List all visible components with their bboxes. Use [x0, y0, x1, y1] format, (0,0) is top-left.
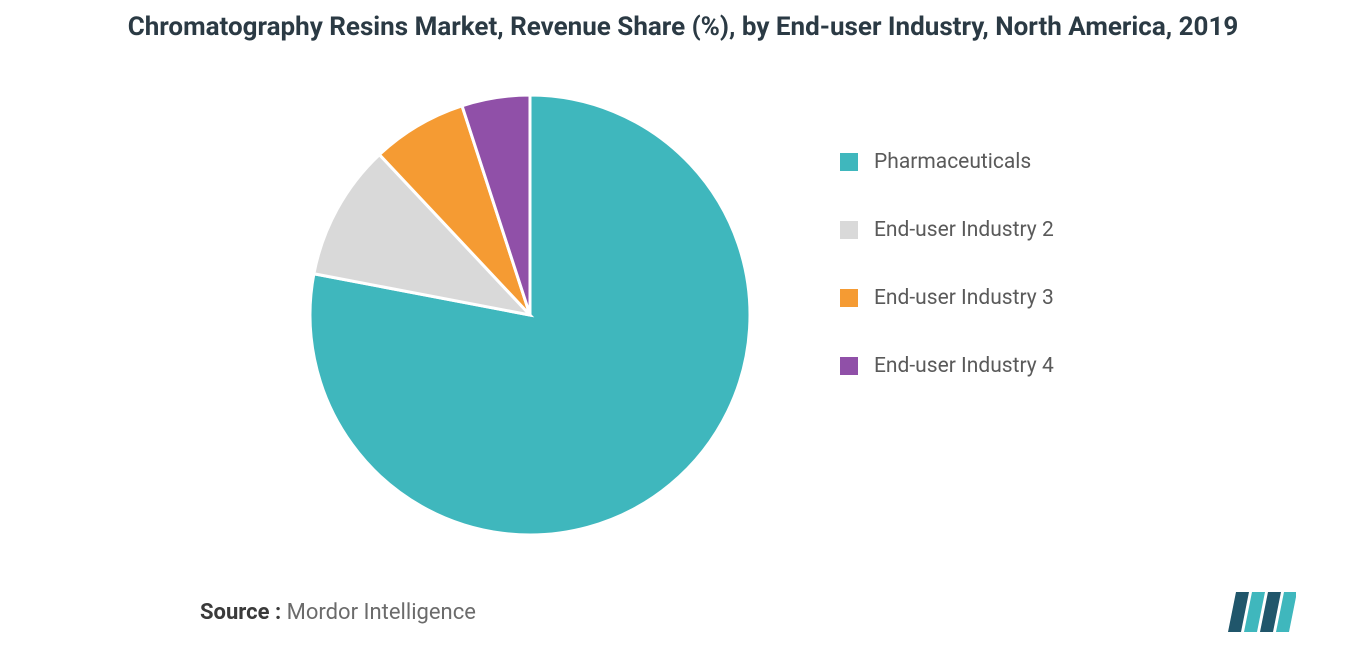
legend-label-0: Pharmaceuticals	[874, 150, 1031, 174]
pie-chart	[310, 95, 750, 535]
legend-item-3: End-user Industry 4	[840, 354, 1200, 378]
brand-logo	[1226, 587, 1296, 637]
legend-label-3: End-user Industry 4	[874, 354, 1054, 378]
pie-svg	[310, 95, 750, 535]
legend: Pharmaceuticals End-user Industry 2 End-us…	[840, 150, 1200, 422]
chart-card: Chromatography Resins Market, Revenue Sh…	[20, 0, 1346, 655]
legend-item-0: Pharmaceuticals	[840, 150, 1200, 174]
legend-swatch-2	[840, 289, 858, 307]
source-label: Source :	[200, 600, 281, 625]
legend-swatch-3	[840, 357, 858, 375]
source-text: Mordor Intelligence	[287, 600, 476, 625]
legend-item-2: End-user Industry 3	[840, 286, 1200, 310]
brand-logo-svg	[1226, 587, 1296, 637]
chart-body: Pharmaceuticals End-user Industry 2 End-us…	[20, 95, 1346, 575]
legend-label-1: End-user Industry 2	[874, 218, 1054, 242]
legend-swatch-0	[840, 153, 858, 171]
legend-label-2: End-user Industry 3	[874, 286, 1054, 310]
legend-item-1: End-user Industry 2	[840, 218, 1200, 242]
source-line: Source : Mordor Intelligence	[200, 600, 476, 625]
legend-swatch-1	[840, 221, 858, 239]
chart-title: Chromatography Resins Market, Revenue Sh…	[20, 0, 1346, 45]
